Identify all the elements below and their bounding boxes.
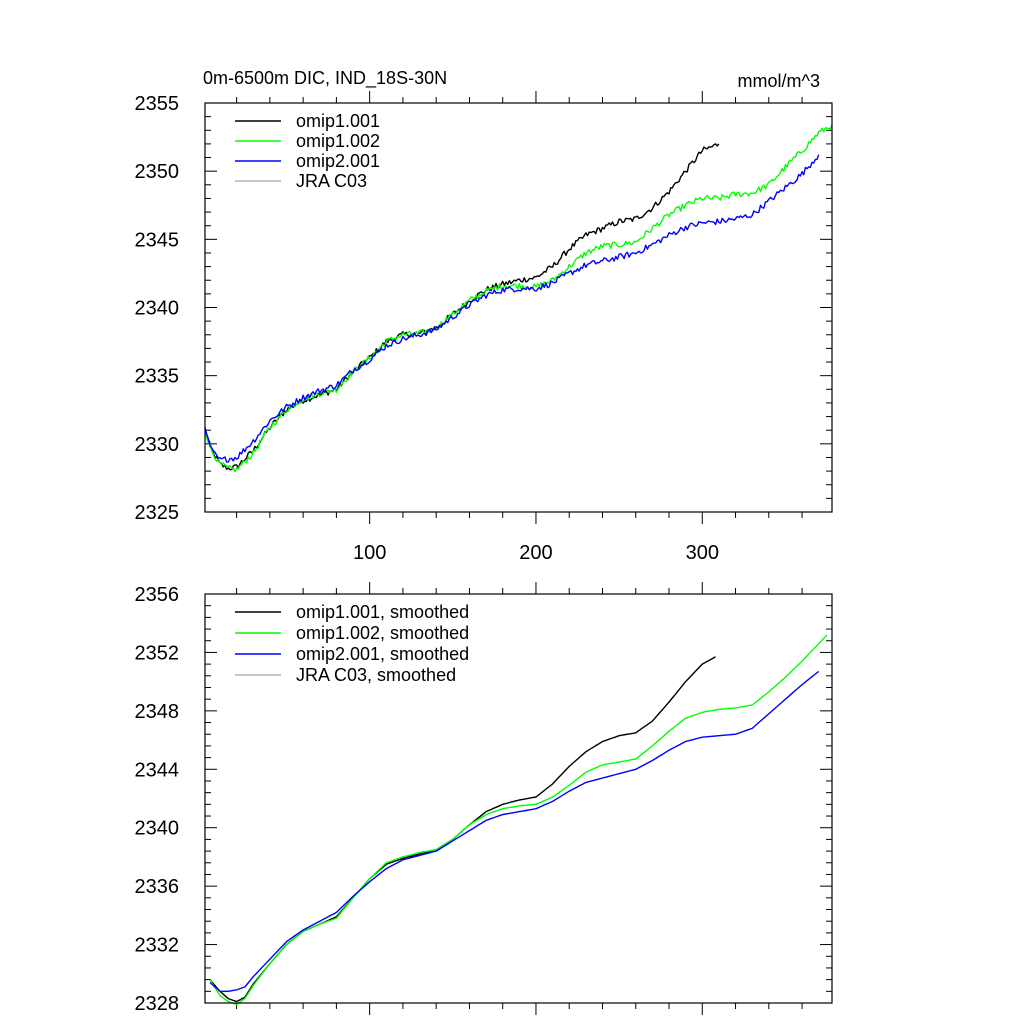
legend-label: omip2.001: [296, 151, 380, 171]
series-line: [209, 634, 828, 1006]
y-tick-label: 2356: [135, 584, 180, 606]
bottom-panel: 2328 2332 2336 2340 2344 2348 2352 2356 omip1.0…: [135, 582, 833, 1015]
legend-label: omip1.001, smoothed: [296, 602, 469, 622]
series-line: [209, 670, 820, 992]
y-tick-label: 2340: [135, 818, 180, 840]
x-tick-label: 300: [686, 542, 719, 564]
y-tick-label: 2348: [135, 701, 180, 723]
top-panel: 0m-6500m DIC, IND_18S-30N mmol/m^3 23252…: [135, 68, 833, 564]
x-tick-label: 200: [519, 542, 552, 564]
y-tick-label: 2332: [135, 935, 180, 957]
y-tick-label: 2345: [135, 229, 180, 251]
y-tick-label: 2336: [135, 876, 180, 898]
legend-label: omip2.001, smoothed: [296, 644, 469, 664]
y-tick-label: 2328: [135, 993, 180, 1015]
top-panel-title: 0m-6500m DIC, IND_18S-30N: [203, 68, 447, 89]
y-tick-label: 2335: [135, 366, 180, 388]
y-tick-label: 2340: [135, 298, 180, 320]
y-tick-label: 2330: [135, 434, 180, 456]
legend-label: omip1.002, smoothed: [296, 623, 469, 643]
bottom-panel-frame: [204, 593, 833, 1004]
bottom-panel-series: [209, 634, 828, 1006]
legend-label: omip1.002: [296, 131, 380, 151]
top-panel-ticks: 2325 2330 2335 2340 2345 2350 2355 100 200 300: [135, 91, 832, 564]
legend-label: JRA C03: [296, 171, 367, 191]
top-panel-frame: [204, 102, 833, 513]
top-panel-units: mmol/m^3: [738, 71, 820, 91]
legend-label: omip1.001: [296, 111, 380, 131]
y-tick-label: 2325: [135, 502, 180, 524]
series-line: [209, 656, 716, 1003]
y-tick-label: 2355: [135, 93, 180, 115]
y-tick-label: 2352: [135, 642, 180, 664]
y-tick-label: 2344: [135, 759, 180, 781]
y-tick-label: 2350: [135, 161, 180, 183]
x-tick-label: 100: [353, 542, 386, 564]
bottom-panel-ticks: 2328 2332 2336 2340 2344 2348 2352 2356: [135, 582, 832, 1015]
series-line: [204, 154, 820, 463]
top-panel-series: [204, 124, 833, 473]
legend-label: JRA C03, smoothed: [296, 665, 456, 685]
